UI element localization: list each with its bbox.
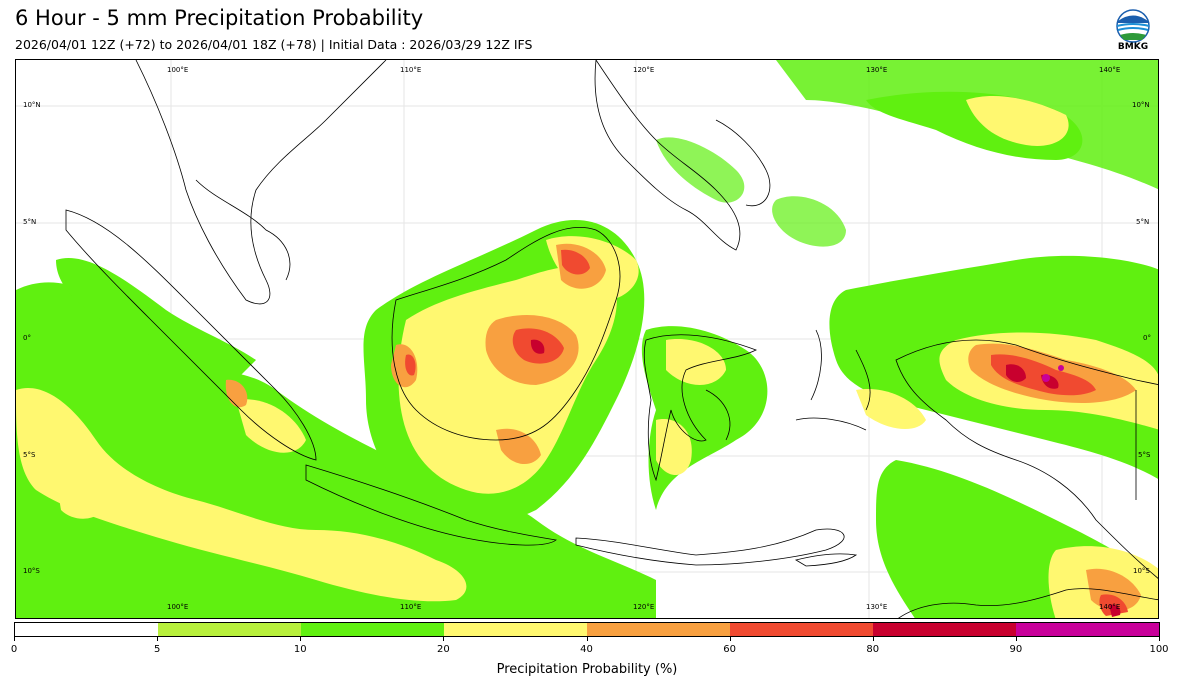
lat-label-left-0: 0° (23, 334, 31, 342)
colorbar-tick-label: 0 (10, 644, 18, 655)
colorbar-tick-label: 10 (293, 644, 307, 655)
lat-label-right-10n: 10°N (1132, 101, 1150, 109)
colorbar-tick-label: 20 (437, 644, 450, 655)
chart-subtitle: 2026/04/01 12Z (+72) to 2026/04/01 18Z (… (15, 37, 533, 52)
colorbar-tick-label: 90 (1009, 644, 1023, 655)
colorbar-tick-mark (1159, 637, 1160, 641)
logo-text: BMKG (1117, 42, 1149, 52)
lon-label-top-120: 120°E (633, 66, 655, 74)
colorbar-tick-label: 5 (153, 644, 161, 655)
coastlines (65, 60, 1158, 618)
lon-label-bottom-140: 140°E (1099, 603, 1121, 611)
lat-label-left-5n: 5°N (23, 218, 37, 226)
colorbar-segment-3 (444, 623, 587, 636)
colorbar-segment-0 (15, 623, 158, 636)
colorbar-tick-mark (729, 637, 731, 641)
colorbar-segment-1 (158, 623, 301, 636)
lon-label-top-110: 110°E (400, 66, 422, 74)
lon-label-top-130: 130°E (866, 66, 888, 74)
lat-label-right-0: 0° (1143, 334, 1151, 342)
lat-label-left-5s: 5°S (23, 451, 36, 459)
lon-label-bottom-100: 100°E (167, 603, 189, 611)
precip-90-100 (1042, 365, 1064, 382)
lat-label-left-10s: 10°S (23, 567, 40, 575)
colorbar-tick-mark (586, 637, 588, 641)
lat-label-left-10n: 10°N (23, 101, 41, 109)
colorbar-tick-mark (14, 637, 15, 641)
colorbar-tick-mark (157, 637, 159, 641)
colorbar-tick-mark (300, 637, 302, 641)
lon-label-bottom-120: 120°E (633, 603, 655, 611)
lon-label-top-100: 100°E (167, 66, 189, 74)
lat-label-right-5s: 5°S (1138, 451, 1151, 459)
colorbar-tick-label: 100 (1149, 644, 1169, 655)
precip-80-90 (530, 339, 1121, 617)
colorbar-segment-2 (301, 623, 444, 636)
chart-title: 6 Hour - 5 mm Precipitation Probability (15, 6, 424, 30)
colorbar-tick-label: 80 (866, 644, 880, 655)
bmkg-logo-icon (1116, 9, 1150, 43)
colorbar-segment-4 (587, 623, 730, 636)
colorbar-tick-label: 40 (580, 644, 593, 655)
colorbar-tick-label: 60 (723, 644, 736, 655)
map-canvas (16, 60, 1158, 618)
colorbar-tick-mark (443, 637, 445, 641)
colorbar (14, 622, 1160, 637)
precipitation-map: 100°E 110°E 120°E 130°E 140°E 100°E 110°… (15, 59, 1159, 619)
lon-label-bottom-130: 130°E (866, 603, 888, 611)
lat-label-right-10s: 10°S (1133, 567, 1150, 575)
colorbar-title: Precipitation Probability (%) (496, 662, 678, 677)
colorbar-segment-7 (1016, 623, 1159, 636)
colorbar-segment-5 (730, 623, 873, 636)
lon-label-bottom-110: 110°E (400, 603, 422, 611)
lon-label-top-140: 140°E (1099, 66, 1121, 74)
lat-label-right-5n: 5°N (1136, 218, 1150, 226)
colorbar-tick-mark (1015, 637, 1017, 641)
colorbar-tick-mark (872, 637, 874, 641)
colorbar-segment-6 (873, 623, 1016, 636)
